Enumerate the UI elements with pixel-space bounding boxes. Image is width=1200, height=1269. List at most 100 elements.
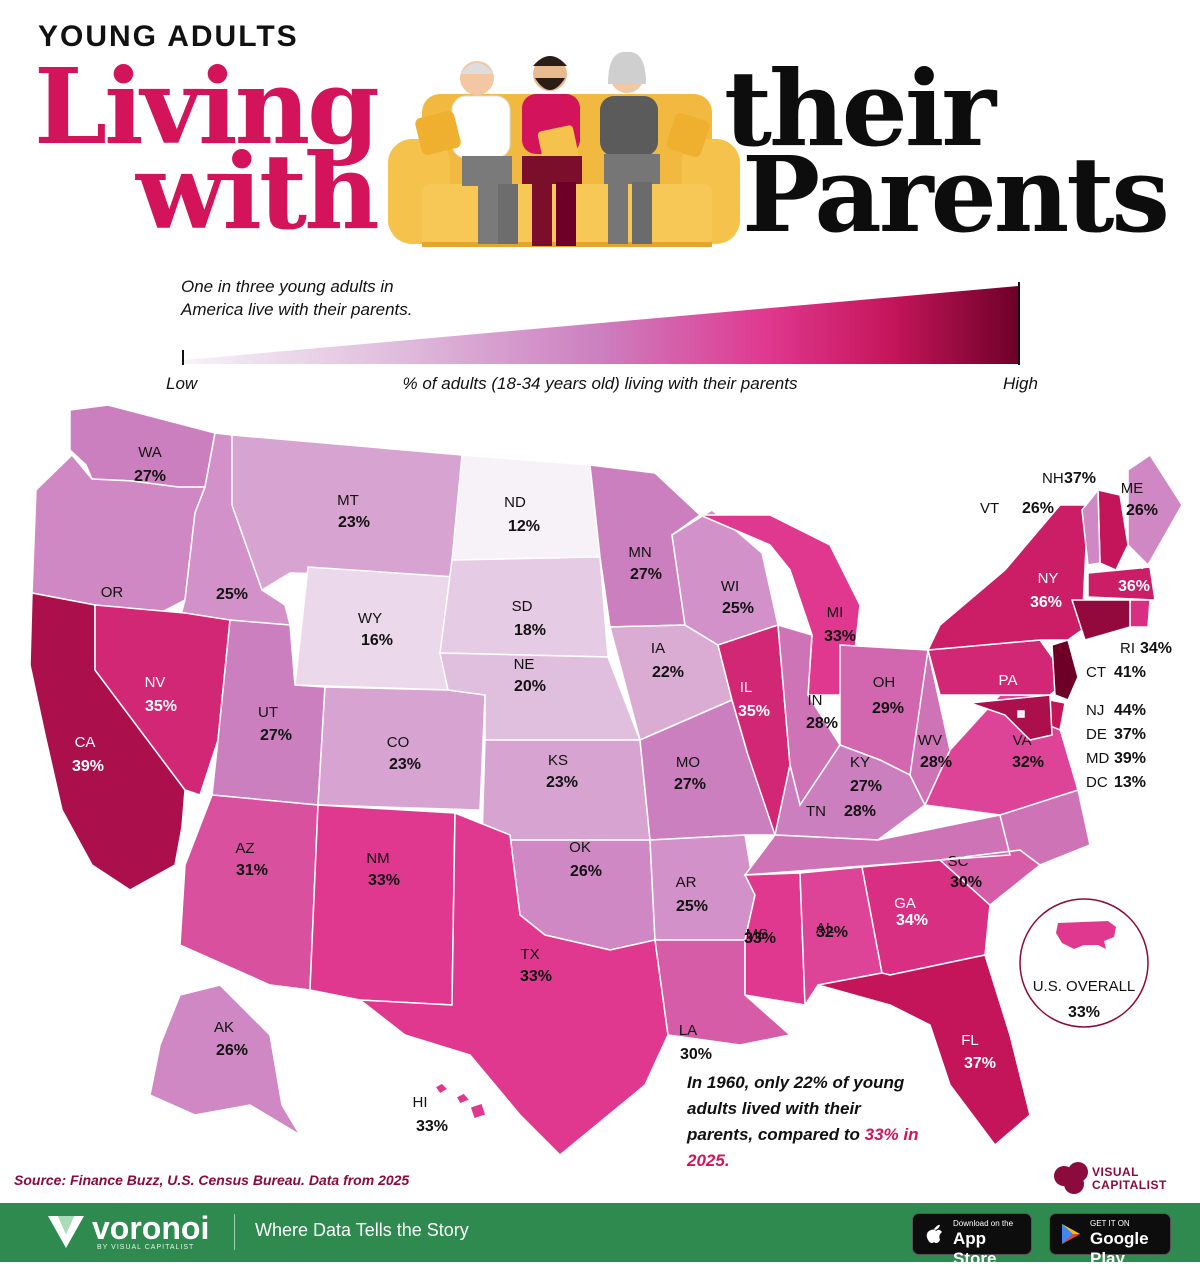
state-value-oh: 29% [872,700,904,717]
app-store-button[interactable]: Download on the App Store [912,1213,1032,1268]
state-value-ne: 20% [514,678,546,695]
state-code-ok: OK [569,839,591,856]
state-value-az: 31% [236,862,268,879]
state-code-ms: MS [746,926,769,943]
state-code-hi: HI [413,1094,428,1111]
state-value-ms: 33% [744,930,776,947]
state-code-in: IN [808,692,823,709]
state-code-ar: AR [676,874,697,891]
state-code-wy: WY [358,610,382,627]
state-value-ny: 36% [1030,594,1062,611]
state-value-in: 28% [806,715,838,732]
state-value-id: 25% [216,586,248,603]
state-code-nd: ND [504,494,526,511]
kicker: YOUNG ADULTS [38,20,299,53]
state-value-ok: 26% [570,863,602,880]
voronoi-wordmark[interactable]: voronoi [92,1210,210,1246]
title-word-with: with [136,130,380,253]
google-play-icon [1062,1224,1080,1244]
state-value-me: 26% [1126,502,1158,519]
state-value-ct: 41% [1114,664,1146,681]
state-value-al: 32% [816,924,848,941]
overall-label: U.S. OVERALL [1033,978,1136,995]
state-code-ky: KY [850,754,870,771]
state-code-il: IL [740,679,753,696]
state-value-ga: 34% [896,912,928,929]
state-value-de: 37% [1114,726,1146,743]
intro-text: One in three young adults in America liv… [181,277,413,319]
state-mt [231,434,463,592]
state-md [969,694,1053,741]
state-value-vt: 26% [1022,500,1054,517]
state-nj [1051,639,1079,701]
state-value-ma: 36% [1118,578,1150,595]
state-ma [1087,566,1156,601]
state-value-nj: 44% [1114,702,1146,719]
state-value-mt: 23% [338,514,370,531]
google-play-small-label: GET IT ON [1090,1219,1130,1228]
google-play-button[interactable]: GET IT ON Google Play [1049,1213,1171,1268]
state-hi [454,1092,472,1105]
footer-divider [234,1214,235,1250]
state-me [1127,453,1183,567]
overall-value: 33% [1068,1004,1100,1021]
state-value-ia: 22% [652,664,684,681]
brand-line1: VISUAL [1092,1165,1140,1179]
state-code-ia: IA [651,640,665,657]
state-code-de: DE [1086,726,1107,743]
state-value-ar: 25% [676,898,708,915]
voronoi-byline: BY VISUAL CAPITALIST [97,1244,195,1251]
state-code-me: ME [1121,480,1144,497]
state-code-pa: PA [999,672,1018,689]
legend-title: % of adults (18-34 years old) living wit… [402,374,798,393]
state-value-nv: 35% [145,698,177,715]
state-code-co: CO [387,734,410,751]
state-az [179,794,319,991]
state-value-nm: 33% [368,872,400,889]
note-text: In 1960, only 22% of young adults lived … [687,1073,905,1144]
state-code-oh: OH [873,674,896,691]
state-code-ga: GA [894,895,916,912]
state-value-mi: 33% [824,628,856,645]
state-code-fl: FL [961,1032,979,1049]
state-code-la: LA [679,1022,697,1039]
state-value-md: 39% [1114,750,1146,767]
state-ak [149,984,301,1136]
state-code-wa: WA [138,444,162,461]
brand-line2: CAPITALIST [1092,1178,1167,1192]
state-code-ak: AK [214,1019,234,1036]
state-code-ne: NE [514,656,535,673]
title-word-living: Living [34,45,380,168]
state-value-la: 30% [680,1046,712,1063]
us-overall-badge: U.S. OVERALL 33% [1019,898,1149,1028]
family-on-couch-illustration [388,51,740,247]
state-hi [469,1102,487,1120]
state-code-az: AZ [235,840,254,857]
state-nd [451,454,601,561]
state-code-nm: NM [366,850,389,867]
state-code-mt: MT [337,492,359,509]
state-code-wi: WI [721,578,739,595]
state-code-vt: VT [980,500,999,517]
state-code-ut: UT [258,704,278,721]
state-code-mi: MI [827,604,844,621]
state-wv [909,649,951,807]
state-value-tn: 28% [844,803,876,820]
state-value-ks: 23% [546,774,578,791]
state-value-il: 35% [738,703,770,720]
legend-low-label: Low [166,374,198,393]
us-choropleth-map: WA27%OR26%CA39%ID25%NV35%MT23%WY16%UT27%… [29,404,1183,1155]
state-code-nh: NH [1042,470,1064,487]
state-code-wv: WV [918,732,942,749]
voronoi-logo-icon [48,1216,84,1248]
state-code-or: OR [101,584,124,601]
state-co [317,686,486,811]
state-value-nh: 37% [1064,470,1096,487]
state-value-sc: 30% [950,874,982,891]
state-value-co: 23% [389,756,421,773]
state-dc [1017,710,1025,718]
state-code-md: MD [1086,750,1109,767]
us-overall-silhouette-icon [1056,921,1116,949]
state-code-tn: TN [806,803,826,820]
state-mi [699,514,861,696]
